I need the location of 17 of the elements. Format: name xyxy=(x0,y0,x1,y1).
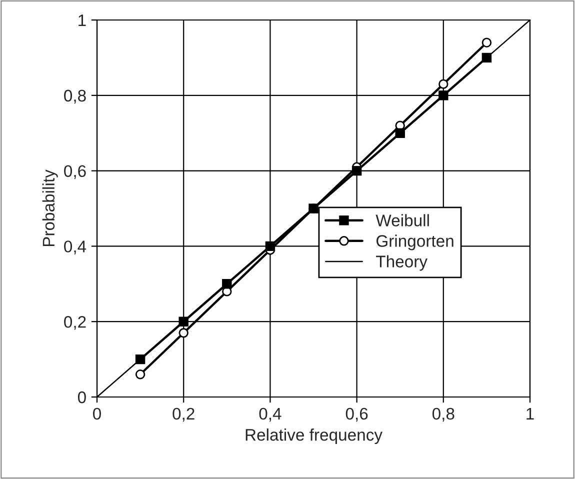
y-tick-label: 0,6 xyxy=(64,165,86,179)
legend-label: Gringorten xyxy=(376,234,454,250)
legend-label: Weibull xyxy=(376,214,429,226)
x-tick-label: 0,2 xyxy=(172,408,194,422)
x-tick-label: 0,4 xyxy=(259,408,282,422)
y-tick-label: 0,4 xyxy=(64,240,86,254)
y-axis-title: Probability xyxy=(42,170,58,246)
y-tick-label: 0 xyxy=(78,391,86,404)
x-tick-label: 0,8 xyxy=(432,408,454,422)
x-tick-label: 0 xyxy=(93,408,101,420)
legend-label: Theory xyxy=(376,255,428,271)
y-tick-label: 0,2 xyxy=(64,316,86,330)
x-axis-title: Relative frequency xyxy=(246,428,382,444)
y-tick-label: 1 xyxy=(78,14,86,26)
x-tick-label: 1 xyxy=(526,408,534,420)
y-tick-label: 0,8 xyxy=(64,90,86,104)
x-tick-label: 0,6 xyxy=(346,408,368,422)
